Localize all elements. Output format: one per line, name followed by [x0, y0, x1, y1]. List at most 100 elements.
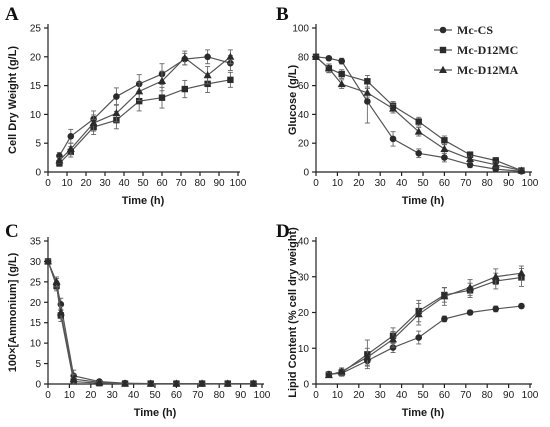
series-line — [328, 305, 522, 375]
data-point — [55, 156, 64, 164]
data-point — [52, 277, 61, 285]
series-mc-d12mc — [56, 71, 234, 167]
y-tick-label: 15 — [30, 81, 42, 92]
legend-marker — [439, 65, 447, 73]
x-tick-label: 10 — [332, 390, 344, 401]
y-tick-label: 100 — [292, 24, 309, 35]
x-tick-label: 30 — [99, 178, 111, 189]
x-tick-label: 0 — [45, 390, 51, 401]
series-line — [315, 56, 522, 172]
y-tick-label: 0 — [303, 380, 309, 391]
x-tick-label: 40 — [396, 178, 408, 189]
data-point — [146, 379, 155, 387]
y-tick-label: 30 — [30, 257, 42, 268]
y-tick-label: 80 — [298, 52, 310, 63]
series-mc-d12ma — [312, 52, 526, 174]
data-point — [136, 97, 143, 105]
data-point — [415, 334, 423, 341]
data-point — [56, 308, 65, 316]
x-tick-label: 60 — [439, 390, 451, 401]
series-line — [58, 56, 231, 157]
data-point — [441, 137, 448, 144]
data-point — [466, 283, 475, 291]
data-point — [95, 378, 104, 386]
y-tick-label: 20 — [30, 298, 42, 309]
y-tick-label: 0 — [35, 168, 41, 179]
data-point — [121, 379, 130, 387]
data-point — [440, 292, 449, 300]
legend: Mc-CS Mc-D12MC Mc-D12MA — [434, 23, 519, 77]
data-point — [89, 118, 98, 127]
x-tick-label: 80 — [194, 178, 206, 189]
data-point — [492, 157, 499, 164]
series-mc-d12ma — [44, 257, 258, 387]
data-point — [364, 78, 371, 85]
data-point — [112, 109, 121, 117]
series-mc-cs — [44, 258, 257, 387]
data-point — [415, 149, 423, 157]
series-line — [47, 261, 254, 385]
series-line — [47, 261, 254, 385]
data-point — [492, 305, 500, 313]
data-point — [466, 151, 474, 158]
data-point — [135, 87, 144, 95]
legend-marker — [439, 46, 447, 54]
data-point — [491, 272, 500, 280]
series-mc-d12ma — [55, 49, 235, 164]
legend-entry: Mc-D12MA — [434, 63, 519, 77]
panel-b: B 0 10 20 30 40 50 60 70 80 90 100 0 20 40 60 80 100 Time … — [276, 4, 539, 207]
x-tick-label: 100 — [522, 178, 539, 189]
x-tick-label: 40 — [396, 390, 408, 401]
legend-label: Mc-CS — [457, 23, 493, 37]
x-tick-label: 30 — [375, 178, 387, 189]
data-point — [204, 53, 211, 61]
panel-letter: A — [5, 4, 19, 25]
x-tick-label: 0 — [313, 178, 319, 189]
x-tick-label: 20 — [353, 390, 365, 401]
y-tick-label: 40 — [298, 237, 310, 248]
data-point — [180, 53, 189, 61]
data-point — [325, 54, 333, 62]
panel-letter: C — [5, 221, 19, 242]
y-tick-label: 40 — [298, 110, 310, 121]
y-tick-label: 20 — [298, 139, 310, 150]
data-point — [518, 302, 525, 310]
x-tick-label: 80 — [482, 390, 494, 401]
y-tick-label: 5 — [35, 359, 41, 370]
x-tick-label: 50 — [137, 178, 149, 189]
data-point — [389, 104, 398, 112]
data-point — [338, 70, 345, 78]
y-tick-label: 30 — [298, 272, 310, 283]
x-tick-label: 90 — [213, 178, 225, 189]
x-tick-label: 60 — [171, 390, 183, 401]
x-tick-label: 40 — [128, 390, 140, 401]
x-tick-label: 90 — [235, 390, 247, 401]
data-point — [415, 118, 422, 125]
data-point — [181, 85, 188, 93]
data-point — [312, 52, 320, 60]
data-point — [113, 93, 120, 100]
data-point — [203, 71, 212, 79]
data-point — [440, 144, 449, 152]
data-point — [441, 154, 448, 161]
data-point — [363, 88, 372, 96]
series-line — [315, 56, 522, 172]
panel-c: C 0 10 20 30 40 50 60 70 80 90 100 0 5 10 15 20 25 30 35 Tim… — [5, 221, 271, 419]
x-tick-label: 70 — [460, 178, 472, 189]
data-point — [389, 335, 398, 343]
panel-a: A 0 10 20 30 40 50 60 70 80 90 100 0 5 10 15 20 25 Time (h… — [5, 4, 247, 207]
y-tick-label: 15 — [30, 318, 42, 329]
y-axis-label: Cell Dry Weight (g/L) — [7, 46, 19, 154]
series-line — [328, 276, 522, 376]
data-point — [158, 94, 166, 101]
x-tick-label: 0 — [313, 390, 319, 401]
x-tick-label: 20 — [80, 178, 92, 189]
series-line — [58, 79, 231, 164]
data-point — [338, 57, 345, 65]
series-mc-d12ma — [324, 265, 526, 379]
series-mc-d12mc — [44, 258, 257, 387]
x-tick-label: 70 — [460, 390, 472, 401]
data-point — [337, 79, 346, 88]
x-tick-label: 50 — [149, 390, 161, 401]
data-point — [441, 315, 448, 323]
